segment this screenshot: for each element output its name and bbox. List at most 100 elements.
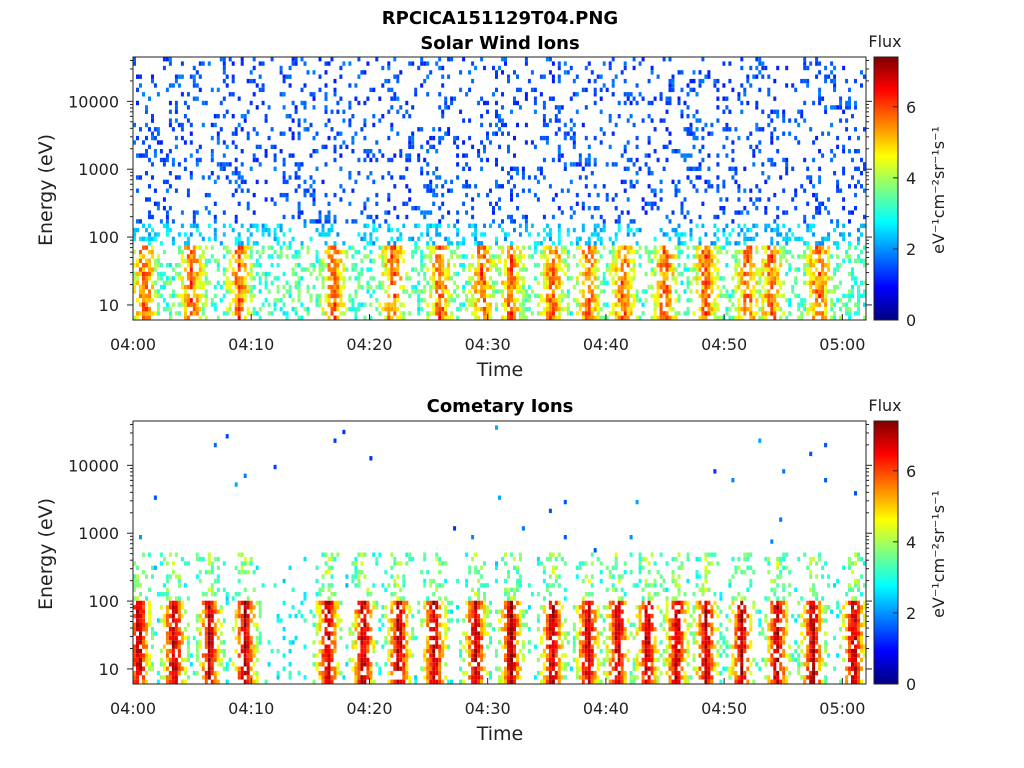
heatmap-cell <box>749 306 753 312</box>
heatmap-cell <box>315 622 319 627</box>
heatmap-cell <box>806 65 810 71</box>
heatmap-cell <box>513 280 516 285</box>
heatmap-cell <box>222 78 226 84</box>
heatmap-cell <box>785 315 789 320</box>
heatmap-cell <box>159 149 163 154</box>
heatmap-cell <box>351 640 355 645</box>
heatmap-cell <box>142 679 145 684</box>
heatmap-cell <box>477 100 481 106</box>
heatmap-cell <box>746 280 750 285</box>
heatmap-cell <box>243 249 247 255</box>
heatmap-cell <box>495 184 498 189</box>
heatmap-cell <box>195 227 199 233</box>
heatmap-cell <box>737 135 741 141</box>
heatmap-cell <box>258 162 262 167</box>
heatmap-cell <box>201 284 205 290</box>
heatmap-cell <box>614 206 618 211</box>
heatmap-cell <box>665 96 669 101</box>
heatmap-cell <box>599 140 603 145</box>
heatmap-cell <box>198 245 202 250</box>
heatmap-cell <box>501 280 504 285</box>
heatmap-cell <box>737 280 741 285</box>
heatmap-cell <box>168 552 172 557</box>
heatmap-cell <box>575 162 579 167</box>
heatmap-cell <box>761 61 765 66</box>
heatmap-cell <box>171 570 175 575</box>
heatmap-cell <box>447 105 451 110</box>
heatmap-cell <box>830 105 834 110</box>
heatmap-cell <box>270 280 274 285</box>
heatmap-cell <box>294 162 298 167</box>
heatmap-cell <box>734 210 738 215</box>
heatmap-cell <box>701 271 705 277</box>
heatmap-cell <box>315 592 319 597</box>
heatmap-cell <box>539 74 543 79</box>
heatmap-cell <box>551 249 555 255</box>
heatmap-cell <box>444 276 448 281</box>
heatmap-cell <box>857 241 860 246</box>
heatmap-cell <box>830 254 834 259</box>
heatmap-cell <box>626 293 630 299</box>
heatmap-cell <box>291 57 295 62</box>
heatmap-cell <box>168 184 172 189</box>
heatmap-cell <box>342 249 346 255</box>
heatmap-cell <box>809 179 813 185</box>
heatmap-cell <box>524 92 528 97</box>
heatmap-cell <box>285 311 289 316</box>
heatmap-cell <box>207 552 211 557</box>
heatmap-cell <box>156 232 160 237</box>
heatmap-cell <box>180 92 184 97</box>
heatmap-cell <box>863 258 866 263</box>
heatmap-cell <box>465 192 469 198</box>
heatmap-cell <box>369 293 373 299</box>
heatmap-cell <box>635 179 639 185</box>
heatmap-cell <box>599 289 603 294</box>
heatmap-cell <box>474 65 478 71</box>
heatmap-cell <box>548 284 552 290</box>
heatmap-cell <box>136 227 139 233</box>
heatmap-cell <box>399 105 403 110</box>
heatmap-cell <box>746 284 750 290</box>
heatmap-cell <box>728 78 732 84</box>
heatmap-cell <box>183 670 187 676</box>
heatmap-cell <box>489 306 492 312</box>
heatmap-cell <box>139 609 142 614</box>
heatmap-cell <box>246 644 250 649</box>
heatmap-cell <box>237 280 241 285</box>
heatmap-cell <box>788 118 792 123</box>
heatmap-cell <box>390 622 394 627</box>
heatmap-cell <box>240 179 244 185</box>
heatmap-cell <box>165 631 169 636</box>
heatmap-cell <box>198 306 202 312</box>
heatmap-cell <box>489 223 492 228</box>
heatmap-cell <box>602 227 606 233</box>
heatmap-cell <box>426 184 430 189</box>
heatmap-cell <box>432 241 436 246</box>
heatmap-cell <box>716 306 720 312</box>
heatmap-cell <box>142 280 145 285</box>
heatmap-cell <box>510 241 513 246</box>
heatmap-cell <box>151 644 154 649</box>
heatmap-cell <box>165 280 169 285</box>
heatmap-cell <box>486 157 489 163</box>
heatmap-cell <box>432 284 436 290</box>
heatmap-cell <box>207 622 211 627</box>
heatmap-cell <box>728 109 732 114</box>
heatmap-cell <box>806 78 810 84</box>
heatmap-cell <box>620 289 624 294</box>
heatmap-cell <box>354 267 358 272</box>
heatmap-cell <box>303 592 307 597</box>
heatmap-cell <box>372 122 376 128</box>
heatmap-cell <box>180 135 184 141</box>
heatmap-cell <box>411 284 415 290</box>
heatmap-cell <box>297 201 301 206</box>
heatmap-cell <box>656 74 660 79</box>
heatmap-cell <box>728 61 732 66</box>
heatmap-cell <box>480 232 484 237</box>
heatmap-cell <box>148 600 151 606</box>
heatmap-cell <box>189 311 193 316</box>
heatmap-cell <box>788 227 792 233</box>
heatmap-cell <box>270 648 274 654</box>
heatmap-cell <box>246 306 250 312</box>
heatmap-cell <box>339 249 343 255</box>
